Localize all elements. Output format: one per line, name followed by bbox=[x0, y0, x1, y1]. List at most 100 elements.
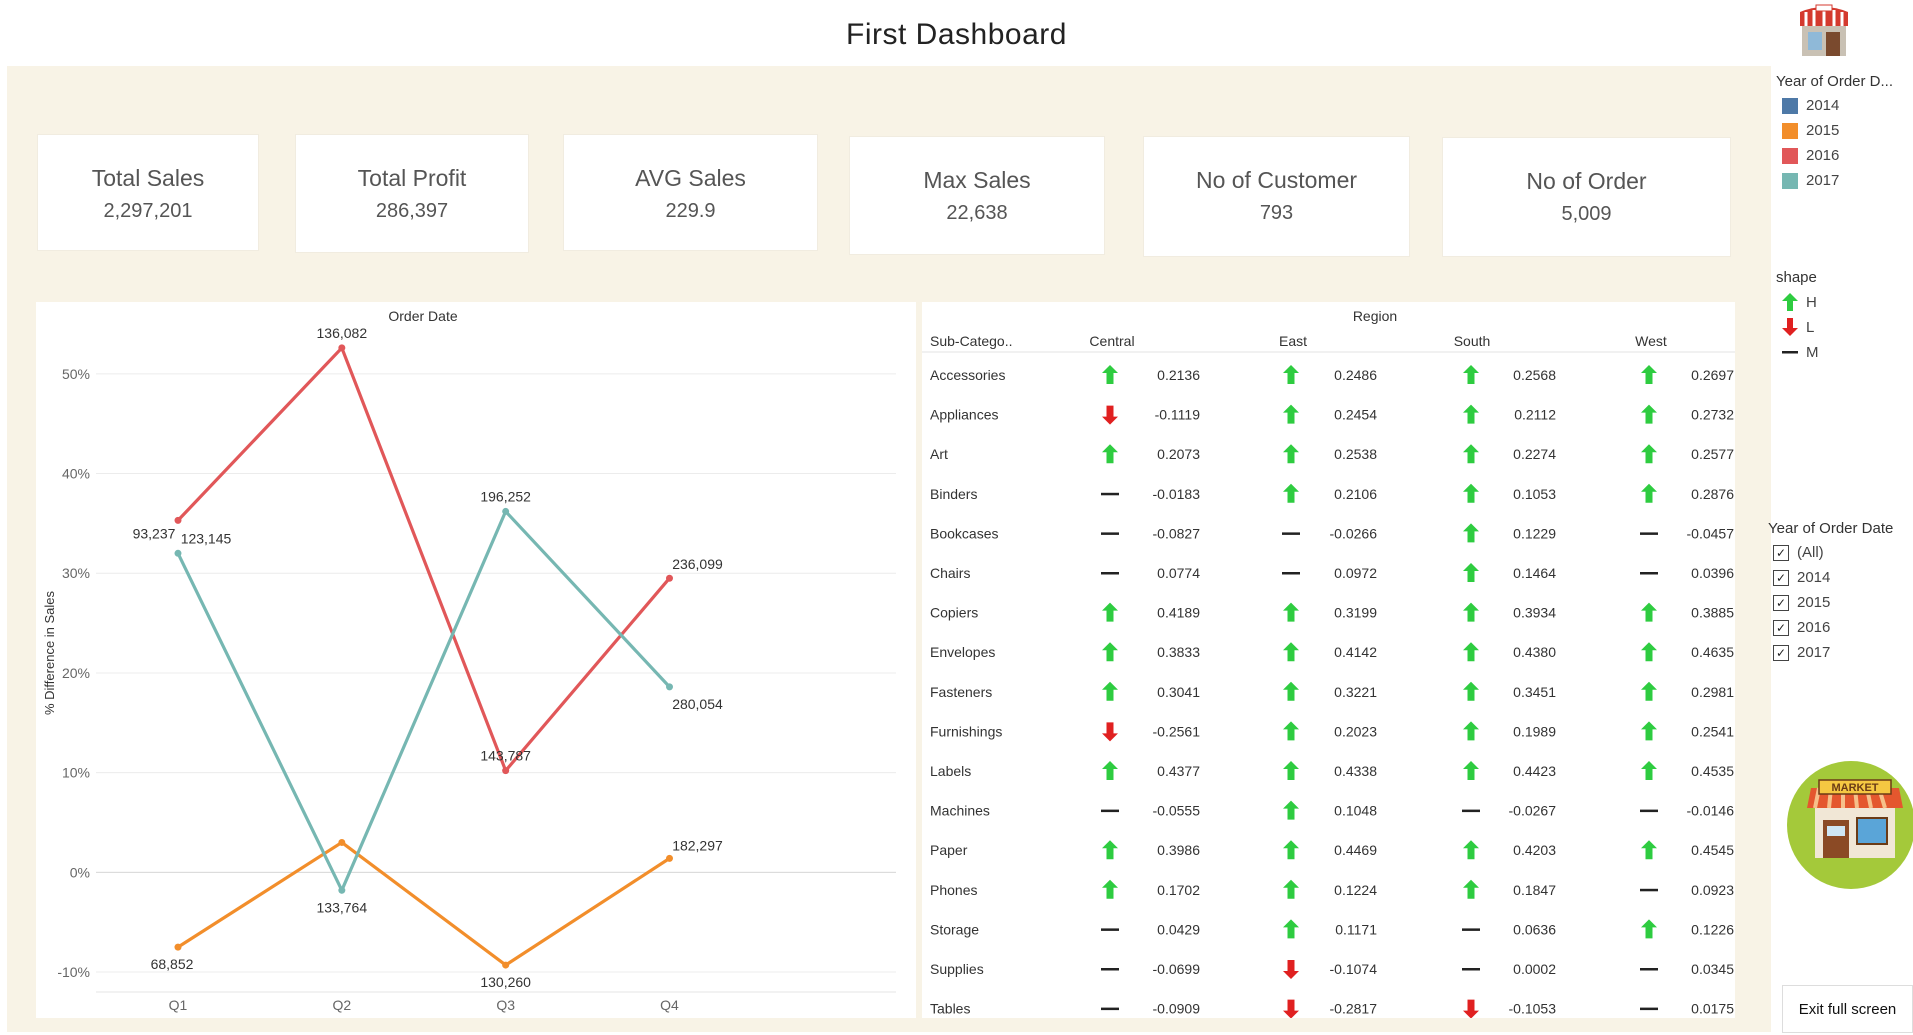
row-label: Accessories bbox=[930, 367, 1005, 383]
exit-full-screen-button[interactable]: Exit full screen bbox=[1782, 985, 1913, 1033]
cell-value: 0.0923 bbox=[1691, 882, 1734, 898]
cell-value: 0.0002 bbox=[1513, 961, 1556, 977]
column-header: East bbox=[1279, 333, 1307, 349]
column-header: South bbox=[1454, 333, 1491, 349]
arrow-up-icon bbox=[1102, 642, 1118, 662]
filter-option-2014[interactable]: ✓ 2014 bbox=[1773, 569, 1830, 586]
data-point bbox=[174, 516, 182, 524]
legend-label: 2014 bbox=[1806, 97, 1840, 114]
y-tick-label: 50% bbox=[62, 366, 90, 382]
cell-value: 0.1171 bbox=[1335, 921, 1377, 937]
row-label: Storage bbox=[930, 921, 979, 937]
chart-title: Order Date bbox=[388, 308, 457, 324]
checkbox[interactable]: ✓ bbox=[1773, 569, 1789, 586]
legend-item-2015[interactable]: 2015 bbox=[1782, 122, 1839, 139]
arrow-up-icon bbox=[1102, 840, 1118, 860]
cell-value: 0.2876 bbox=[1691, 486, 1734, 502]
legend-item-2014[interactable]: 2014 bbox=[1782, 97, 1839, 114]
arrow-up-icon bbox=[1463, 642, 1479, 662]
shape-legend-item-m[interactable]: M bbox=[1782, 343, 1819, 361]
cell-value: 0.3986 bbox=[1157, 842, 1200, 858]
dash-icon bbox=[1101, 928, 1119, 931]
cell-value: -0.0555 bbox=[1153, 803, 1201, 819]
cell-value: 0.2106 bbox=[1334, 486, 1377, 502]
cell-value: 0.2073 bbox=[1157, 446, 1200, 462]
row-label: Furnishings bbox=[930, 723, 1002, 739]
arrow-down-icon bbox=[1782, 318, 1798, 336]
market-icon[interactable]: MARKET bbox=[1785, 760, 1913, 890]
cell-value: -0.2817 bbox=[1330, 1001, 1378, 1017]
arrow-down-icon bbox=[1102, 405, 1118, 425]
cell-value: 0.4423 bbox=[1513, 763, 1556, 779]
dash-icon bbox=[1462, 809, 1480, 813]
cell-value: 0.2697 bbox=[1691, 367, 1734, 383]
region-table[interactable]: Region Sub-Catego.. Central East South West Ac… bbox=[922, 302, 1735, 1019]
cell-value: 0.1989 bbox=[1513, 723, 1556, 739]
checkbox[interactable]: ✓ bbox=[1773, 594, 1789, 611]
y-tick-label: -10% bbox=[57, 964, 90, 980]
cell-value: 0.2136 bbox=[1157, 367, 1200, 383]
cell-value: 0.2023 bbox=[1334, 723, 1377, 739]
region-table-panel[interactable]: Region Sub-Catego.. Central East South West Ac… bbox=[922, 302, 1735, 1019]
dash-icon bbox=[1101, 492, 1119, 496]
market-sign-label: MARKET bbox=[1831, 782, 1878, 794]
y-tick-label: 0% bbox=[70, 864, 90, 880]
arrow-up-icon bbox=[1283, 721, 1299, 741]
row-label: Supplies bbox=[930, 961, 984, 977]
filter-option-2017[interactable]: ✓ 2017 bbox=[1773, 644, 1830, 661]
checkbox[interactable]: ✓ bbox=[1773, 619, 1789, 636]
arrow-down-icon bbox=[1283, 960, 1299, 979]
cell-value: 0.1048 bbox=[1334, 803, 1377, 819]
arrow-up-icon bbox=[1283, 761, 1299, 780]
data-point bbox=[338, 344, 346, 352]
arrow-up-icon bbox=[1463, 761, 1479, 780]
legend-swatch bbox=[1782, 97, 1798, 114]
data-point bbox=[666, 574, 673, 582]
arrow-up-icon bbox=[1463, 602, 1479, 622]
kpi-no-of-customer: No of Customer 793 bbox=[1144, 137, 1409, 256]
dash-icon bbox=[1640, 1007, 1658, 1011]
data-label: 196,252 bbox=[480, 488, 531, 504]
legend-item-2017[interactable]: 2017 bbox=[1782, 172, 1839, 189]
kpi-value: 5,009 bbox=[1561, 203, 1612, 225]
arrow-up-icon bbox=[1463, 365, 1479, 384]
shape-legend-item-h[interactable]: H bbox=[1782, 293, 1817, 311]
arrow-up-icon bbox=[1283, 404, 1299, 424]
cell-value: -0.0699 bbox=[1153, 961, 1201, 977]
line-chart-panel[interactable]: Order Date -10% 0% 10% 20% 30% 40% 50% Q1 Q2 Q3 Q4%… bbox=[36, 302, 916, 1018]
arrow-down-icon bbox=[1283, 999, 1299, 1019]
legend-label: 2015 bbox=[1806, 122, 1840, 139]
arrow-up-icon bbox=[1641, 602, 1657, 622]
cell-value: 0.1224 bbox=[1334, 882, 1377, 898]
arrow-up-icon bbox=[1102, 444, 1118, 464]
arrow-up-icon bbox=[1283, 444, 1299, 464]
table-header-region: Region bbox=[1353, 308, 1397, 324]
filter-option-2016[interactable]: ✓ 2016 bbox=[1773, 619, 1830, 636]
shape-legend-item-l[interactable]: L bbox=[1782, 318, 1814, 336]
filter-option-2015[interactable]: ✓ 2015 bbox=[1773, 594, 1830, 611]
legend-swatch bbox=[1782, 147, 1798, 164]
cell-value: 0.4469 bbox=[1334, 842, 1377, 858]
arrow-up-icon bbox=[1283, 800, 1299, 820]
line-chart[interactable]: Order Date -10% 0% 10% 20% 30% 40% 50% Q1 Q2 Q3 Q4%… bbox=[36, 302, 916, 1018]
arrow-up-icon bbox=[1102, 761, 1118, 780]
row-label: Paper bbox=[930, 842, 968, 858]
data-point bbox=[666, 683, 673, 691]
checkbox[interactable]: ✓ bbox=[1773, 544, 1789, 561]
cell-value: 0.4189 bbox=[1157, 605, 1200, 621]
checkbox[interactable]: ✓ bbox=[1773, 644, 1789, 661]
data-point bbox=[338, 838, 346, 846]
cell-value: 0.4338 bbox=[1334, 763, 1377, 779]
arrow-up-icon bbox=[1463, 681, 1479, 701]
dash-icon bbox=[1101, 532, 1119, 535]
arrow-up-icon bbox=[1102, 602, 1118, 622]
data-label: 130,260 bbox=[480, 974, 531, 990]
cell-value: 0.3885 bbox=[1691, 605, 1734, 621]
cell-value: 0.0636 bbox=[1513, 921, 1556, 937]
legend-item-2016[interactable]: 2016 bbox=[1782, 147, 1839, 164]
dash-icon bbox=[1282, 572, 1300, 575]
arrow-down-icon bbox=[1102, 722, 1118, 742]
year-filter-title: Year of Order Date bbox=[1768, 520, 1894, 537]
filter-option-all[interactable]: ✓ (All) bbox=[1773, 544, 1824, 561]
arrow-up-icon bbox=[1463, 523, 1479, 543]
